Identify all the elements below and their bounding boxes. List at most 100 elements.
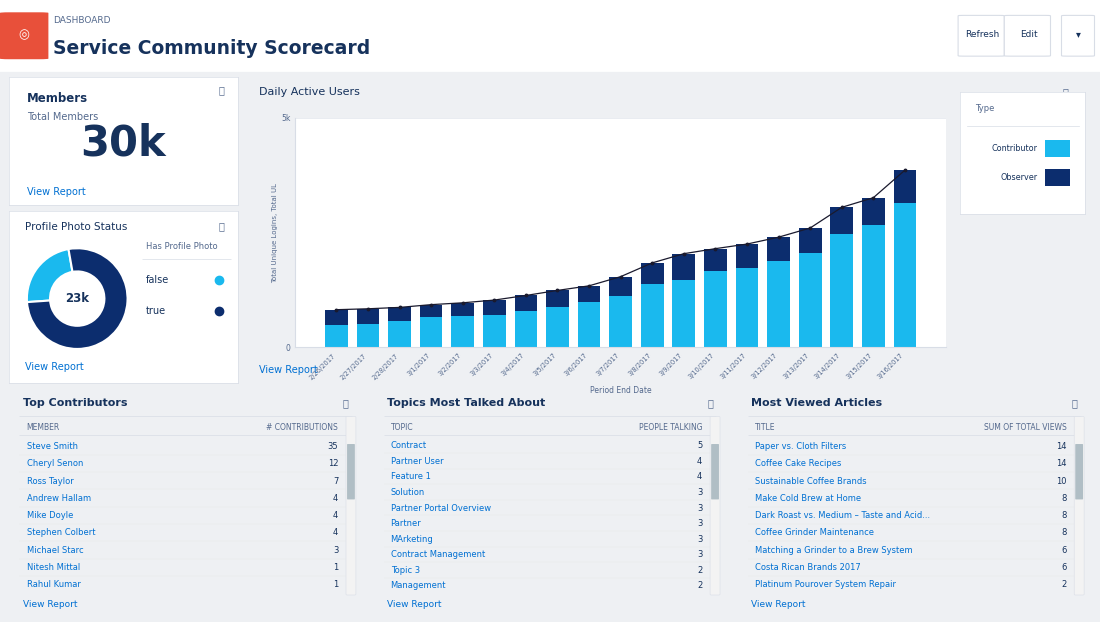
Bar [830,207,854,234]
Text: Stephen Colbert: Stephen Colbert [26,529,95,537]
Text: 30k: 30k [80,123,166,164]
Text: 3: 3 [697,504,702,513]
Text: Topic 3: Topic 3 [390,566,420,575]
Bar [767,261,790,347]
Text: ⛶: ⛶ [1063,87,1069,97]
Bar [388,307,411,321]
FancyBboxPatch shape [1004,16,1050,56]
Text: Most Viewed Articles: Most Viewed Articles [751,398,882,408]
Text: ⛶: ⛶ [343,398,349,408]
Text: 23k: 23k [65,292,89,305]
Text: TOPIC: TOPIC [390,423,414,432]
Text: 4: 4 [697,457,702,466]
Text: Ross Taylor: Ross Taylor [26,476,74,486]
FancyBboxPatch shape [0,12,48,59]
Text: Partner: Partner [390,519,421,528]
Text: Partner Portal Overview: Partner Portal Overview [390,504,491,513]
FancyBboxPatch shape [1076,444,1084,499]
FancyBboxPatch shape [958,16,1004,56]
Text: 1: 1 [333,580,338,589]
Bar [356,325,380,347]
Bar [578,302,601,347]
Bar [704,271,727,347]
Text: PEOPLE TALKING: PEOPLE TALKING [639,423,702,432]
Bar [736,268,758,347]
Bar [483,315,506,347]
Bar [830,234,854,347]
Text: View Report: View Report [23,600,77,609]
Text: ⛶: ⛶ [219,221,224,231]
Text: 7: 7 [333,476,338,486]
Bar [609,277,632,296]
Text: MEMBER: MEMBER [26,423,59,432]
Text: Top Contributors: Top Contributors [23,398,128,408]
Text: View Report: View Report [25,362,84,372]
Text: Paper vs. Cloth Filters: Paper vs. Cloth Filters [755,442,846,451]
Text: 2: 2 [697,566,702,575]
Text: Michael Starc: Michael Starc [26,545,84,555]
Text: 3: 3 [697,535,702,544]
Text: 5: 5 [697,441,702,450]
Text: View Report: View Report [387,600,441,609]
Text: Contract: Contract [390,441,427,450]
Text: Coffee Cake Recipes: Coffee Cake Recipes [755,460,842,468]
Text: true: true [146,305,166,315]
Bar [609,296,632,347]
Bar [356,309,380,325]
Bar [420,317,442,347]
Bar [767,237,790,261]
Text: 8: 8 [1062,529,1066,537]
Bar [893,170,916,203]
Bar [578,286,601,302]
Text: 14: 14 [1056,442,1066,451]
FancyBboxPatch shape [1045,139,1070,157]
Text: Contract Management: Contract Management [390,550,485,559]
Bar [672,254,695,280]
Bar [736,244,758,268]
Text: Refresh: Refresh [965,30,1000,39]
Bar [420,305,442,317]
Text: 6: 6 [1062,563,1066,572]
Text: 4: 4 [333,529,338,537]
Text: ⛶: ⛶ [707,398,713,408]
Bar [546,307,569,347]
Text: 6: 6 [1062,545,1066,555]
Text: 3: 3 [333,545,338,555]
Bar [483,300,506,315]
Text: Contributor: Contributor [992,144,1037,152]
Text: Daily Active Users: Daily Active Users [260,87,360,97]
Text: DASHBOARD: DASHBOARD [53,16,110,24]
Bar [799,253,822,347]
Bar [451,303,474,316]
Text: View Report: View Report [751,600,805,609]
Text: Feature 1: Feature 1 [390,472,430,481]
Text: 4: 4 [697,472,702,481]
Text: MArketing: MArketing [390,535,433,544]
Bar [451,316,474,347]
FancyBboxPatch shape [1045,169,1070,186]
Bar [388,321,411,347]
Text: Total Members: Total Members [28,113,98,123]
Text: Nitesh Mittal: Nitesh Mittal [26,563,80,572]
Text: View Report: View Report [28,187,86,197]
Bar [324,310,348,325]
FancyBboxPatch shape [348,444,355,499]
Wedge shape [28,248,128,349]
Bar [546,290,569,307]
Wedge shape [26,249,73,302]
Bar [641,263,663,284]
Text: Topics Most Talked About: Topics Most Talked About [387,398,546,408]
Bar [799,228,822,253]
Text: 3: 3 [697,519,702,528]
Text: 3: 3 [697,488,702,497]
Text: 14: 14 [1056,460,1066,468]
Text: ◎: ◎ [19,28,30,41]
FancyBboxPatch shape [712,444,719,499]
Text: Observer: Observer [1001,173,1037,182]
Text: Solution: Solution [390,488,425,497]
Bar [515,310,537,347]
Text: Steve Smith: Steve Smith [26,442,77,451]
Text: Costa Rican Brands 2017: Costa Rican Brands 2017 [755,563,860,572]
Text: Make Cold Brew at Home: Make Cold Brew at Home [755,494,861,503]
Text: Rahul Kumar: Rahul Kumar [26,580,80,589]
